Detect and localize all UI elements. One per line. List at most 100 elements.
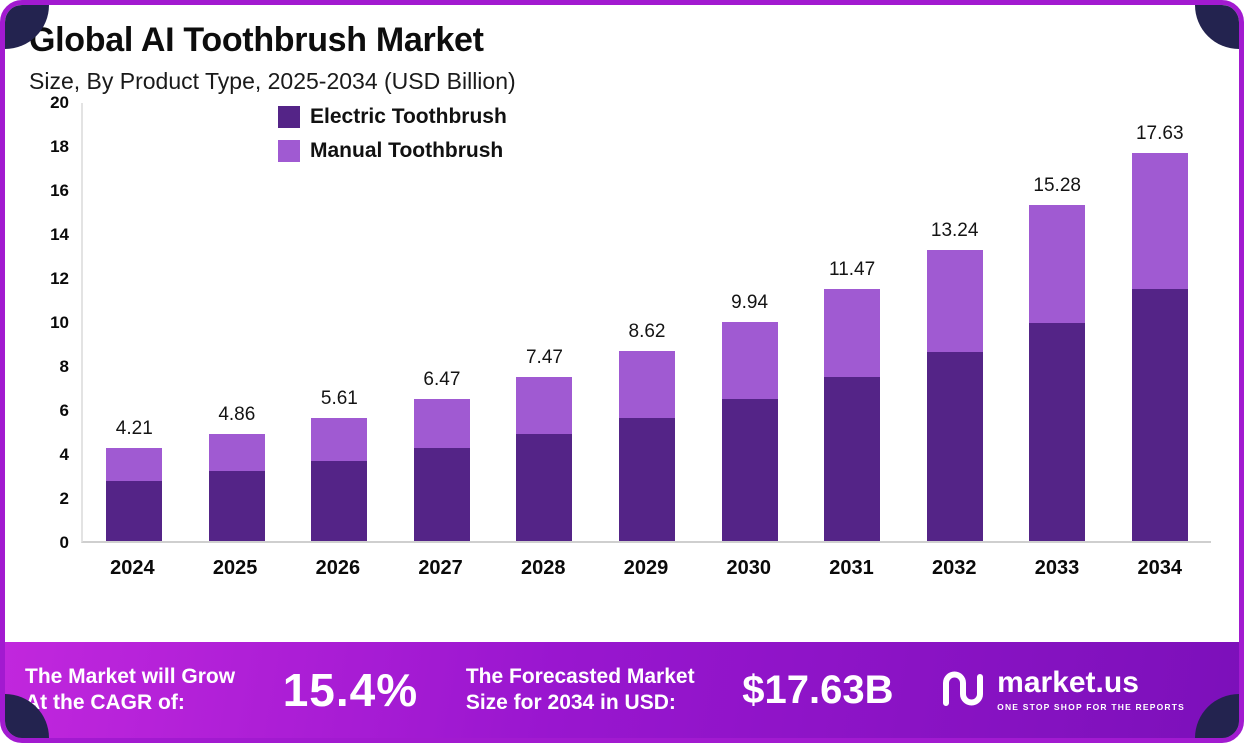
manual-toothbrush-segment (311, 417, 368, 461)
legend-item: Electric Toothbrush (278, 105, 507, 129)
x-axis-label: 2028 (521, 557, 566, 579)
stacked-bar (619, 351, 675, 541)
manual-toothbrush-segment (1029, 204, 1086, 323)
legend-swatch (278, 106, 300, 128)
bar-total-label: 4.21 (115, 418, 153, 440)
electric-toothbrush-segment (106, 480, 163, 541)
y-tick-label: 14 (50, 225, 69, 244)
stacked-bar (1131, 153, 1188, 541)
cagr-label: The Market will Grow At the CAGR of: (25, 664, 236, 714)
legend-swatch (278, 140, 300, 162)
bar-total-label: 13.24 (930, 219, 979, 241)
bar-slot: 8.62 (596, 103, 699, 541)
electric-toothbrush-segment (1029, 322, 1086, 541)
manual-toothbrush-segment (106, 448, 163, 481)
legend-item: Manual Toothbrush (278, 139, 507, 163)
page-title: Global AI Toothbrush Market (29, 21, 484, 59)
y-tick-label: 16 (50, 181, 69, 200)
plot-area: Electric Toothbrush Manual Toothbrush 4.2… (81, 103, 1211, 543)
y-tick-label: 18 (50, 137, 69, 156)
bar-total-label: 7.47 (525, 346, 563, 368)
bar-slot: 9.94 (698, 103, 801, 541)
bar-total-label: 4.86 (218, 404, 256, 426)
x-axis-label: 2027 (418, 557, 463, 579)
y-tick-label: 2 (59, 489, 69, 508)
bar-slot: 5.61 (288, 103, 391, 541)
bar-slot: 4.86 (186, 103, 289, 541)
electric-toothbrush-segment (619, 417, 675, 541)
x-axis: 2024 2025 2026 2027 2028 2029 2030 2031 2032 2033… (81, 543, 1211, 580)
stacked-bar (413, 398, 470, 541)
electric-toothbrush-segment (413, 448, 470, 541)
y-tick-label: 12 (50, 269, 69, 288)
manual-toothbrush-segment (619, 351, 675, 418)
electric-toothbrush-segment (1131, 288, 1188, 541)
legend-label: Manual Toothbrush (310, 139, 504, 162)
chart-header: Global AI Toothbrush Market Size, By Pro… (5, 5, 1239, 95)
manual-toothbrush-segment (1131, 153, 1188, 289)
stacked-bar (516, 376, 573, 541)
bar-total-label: 8.62 (628, 321, 666, 343)
y-axis: 0 2 4 6 8 10 12 14 16 18 20 (17, 93, 81, 552)
y-tick-label: 4 (59, 445, 69, 464)
bar-total-label: 9.94 (731, 292, 769, 314)
electric-toothbrush-segment (926, 351, 983, 541)
brand-tagline: One Stop Shop for the Reports (997, 702, 1185, 712)
stacked-bar (824, 288, 881, 541)
electric-toothbrush-segment (824, 376, 881, 541)
brand-name: market.us (997, 666, 1139, 699)
manual-toothbrush-segment (516, 376, 573, 435)
bar-slot: 15.28 (1006, 103, 1109, 541)
bar-slot: 13.24 (903, 103, 1006, 541)
x-axis-label: 2024 (110, 557, 155, 579)
manual-toothbrush-segment (413, 398, 470, 449)
manual-toothbrush-segment (208, 434, 265, 472)
stacked-bar (1029, 204, 1086, 541)
bar-total-label: 17.63 (1135, 123, 1184, 145)
stacked-bar (926, 249, 983, 541)
x-axis-label: 2025 (212, 557, 258, 579)
stacked-bar-chart: 0 2 4 6 8 10 12 14 16 18 20 Electric Toothbrush Man… (5, 93, 1239, 580)
stacked-bar (721, 322, 778, 541)
market-us-logo: market.us One Stop Shop for the Reports (941, 667, 1185, 713)
bar-slot: 17.63 (1108, 103, 1211, 541)
stacked-bar (208, 434, 265, 541)
x-axis-label: 2032 (931, 557, 977, 579)
x-axis-label: 2029 (623, 557, 669, 579)
bar-total-label: 5.61 (320, 387, 358, 409)
x-axis-label: 2031 (829, 557, 874, 579)
page-subtitle: Size, By Product Type, 2025-2034 (USD Bi… (29, 68, 516, 94)
brand-text: market.us One Stop Shop for the Reports (997, 666, 1185, 713)
market-us-logo-icon (943, 671, 984, 706)
x-axis-label: 2026 (315, 557, 361, 579)
forecast-label: The Forecasted Market Size for 2034 in U… (465, 664, 695, 714)
bar-total-label: 15.28 (1033, 174, 1081, 196)
legend: Electric Toothbrush Manual Toothbrush (278, 105, 507, 163)
bar-slot: 4.21 (83, 103, 186, 541)
cagr-value: 15.4% (282, 664, 419, 716)
electric-toothbrush-segment (516, 434, 573, 541)
y-tick-label: 10 (50, 313, 69, 332)
electric-toothbrush-segment (208, 471, 265, 541)
y-tick-label: 0 (59, 533, 69, 552)
y-tick-label: 6 (59, 401, 69, 420)
electric-toothbrush-segment (311, 460, 368, 541)
bar-total-label: 11.47 (829, 258, 876, 280)
x-axis-label: 2034 (1137, 557, 1182, 579)
x-axis-label: 2033 (1034, 557, 1080, 579)
bar-slot: 6.47 (391, 103, 494, 541)
bar-slot: 7.47 (493, 103, 596, 541)
y-tick-label: 20 (50, 93, 69, 112)
x-axis-label: 2030 (726, 557, 772, 579)
plot-wrap: Electric Toothbrush Manual Toothbrush 4.2… (81, 103, 1211, 580)
bar-total-label: 6.47 (423, 368, 461, 390)
electric-toothbrush-segment (721, 398, 778, 541)
manual-toothbrush-segment (721, 322, 778, 399)
y-tick-label: 8 (59, 357, 69, 376)
manual-toothbrush-segment (824, 288, 881, 377)
bar-slot: 11.47 (801, 103, 904, 541)
legend-label: Electric Toothbrush (310, 105, 507, 128)
forecast-value: $17.63B (742, 667, 894, 712)
stacked-bar (106, 448, 163, 541)
